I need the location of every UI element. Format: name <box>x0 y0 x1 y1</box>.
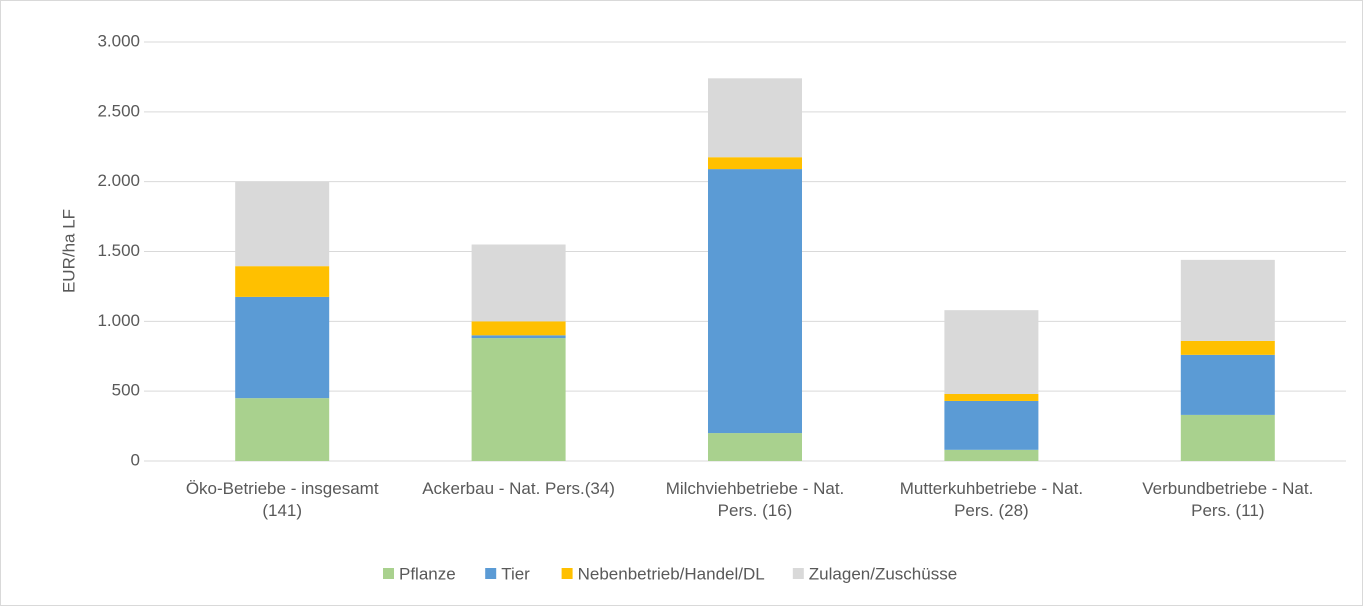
bar-segment <box>708 78 802 158</box>
legend-swatch <box>383 568 394 579</box>
bar-segment <box>944 393 1039 401</box>
bar-segment <box>1180 340 1275 355</box>
bar-segment <box>471 244 566 322</box>
bar-segment <box>235 266 330 297</box>
y-tick-label: 3.000 <box>97 31 140 50</box>
y-tick-label: 0 <box>131 450 140 469</box>
bar-segment <box>944 449 1039 461</box>
legend-label: Zulagen/Zuschüsse <box>809 564 957 583</box>
bar-segment <box>471 335 566 339</box>
y-tick-label: 1.500 <box>97 241 140 260</box>
y-tick-label: 2.000 <box>97 171 140 190</box>
bar-segment <box>944 400 1039 450</box>
legend-label: Pflanze <box>399 564 456 583</box>
x-tick-label: Öko-Betriebe - insgesamt (141) <box>185 479 379 520</box>
y-tick-label: 1.000 <box>97 311 140 330</box>
legend-swatch <box>561 568 573 579</box>
bar-segment <box>235 296 330 399</box>
x-tick-label: Mutterkuhbetriebe - Nat. Pers. (28) <box>899 479 1084 520</box>
x-tick-label: Milchviehbetriebe - Nat. Pers. (16) <box>665 479 845 520</box>
x-tick-label: Ackerbau - Nat. Pers.(34) <box>422 479 615 498</box>
x-tick-label: Verbundbetriebe - Nat. Pers. (11) <box>1142 479 1314 520</box>
bar-segment <box>471 321 566 336</box>
bar-segment <box>708 433 802 461</box>
bar-segment <box>471 338 566 461</box>
legend-label: Nebenbetrieb/Handel/DL <box>578 564 765 583</box>
bar-segment <box>235 398 330 461</box>
y-tick-label: 2.500 <box>97 101 140 120</box>
y-tick-label: 500 <box>112 381 140 400</box>
bar-segment <box>708 169 802 434</box>
bar-segment <box>1180 414 1275 461</box>
bar-segment <box>235 181 330 267</box>
bar-segment <box>708 157 802 170</box>
y-axis-label: EUR/ha LF <box>59 209 78 293</box>
bar-segment <box>1180 259 1275 341</box>
legend-label: Tier <box>501 564 530 583</box>
bar-segment <box>944 310 1039 394</box>
bar-segment <box>1180 354 1275 415</box>
legend-swatch <box>485 568 497 579</box>
legend-swatch <box>792 568 804 579</box>
